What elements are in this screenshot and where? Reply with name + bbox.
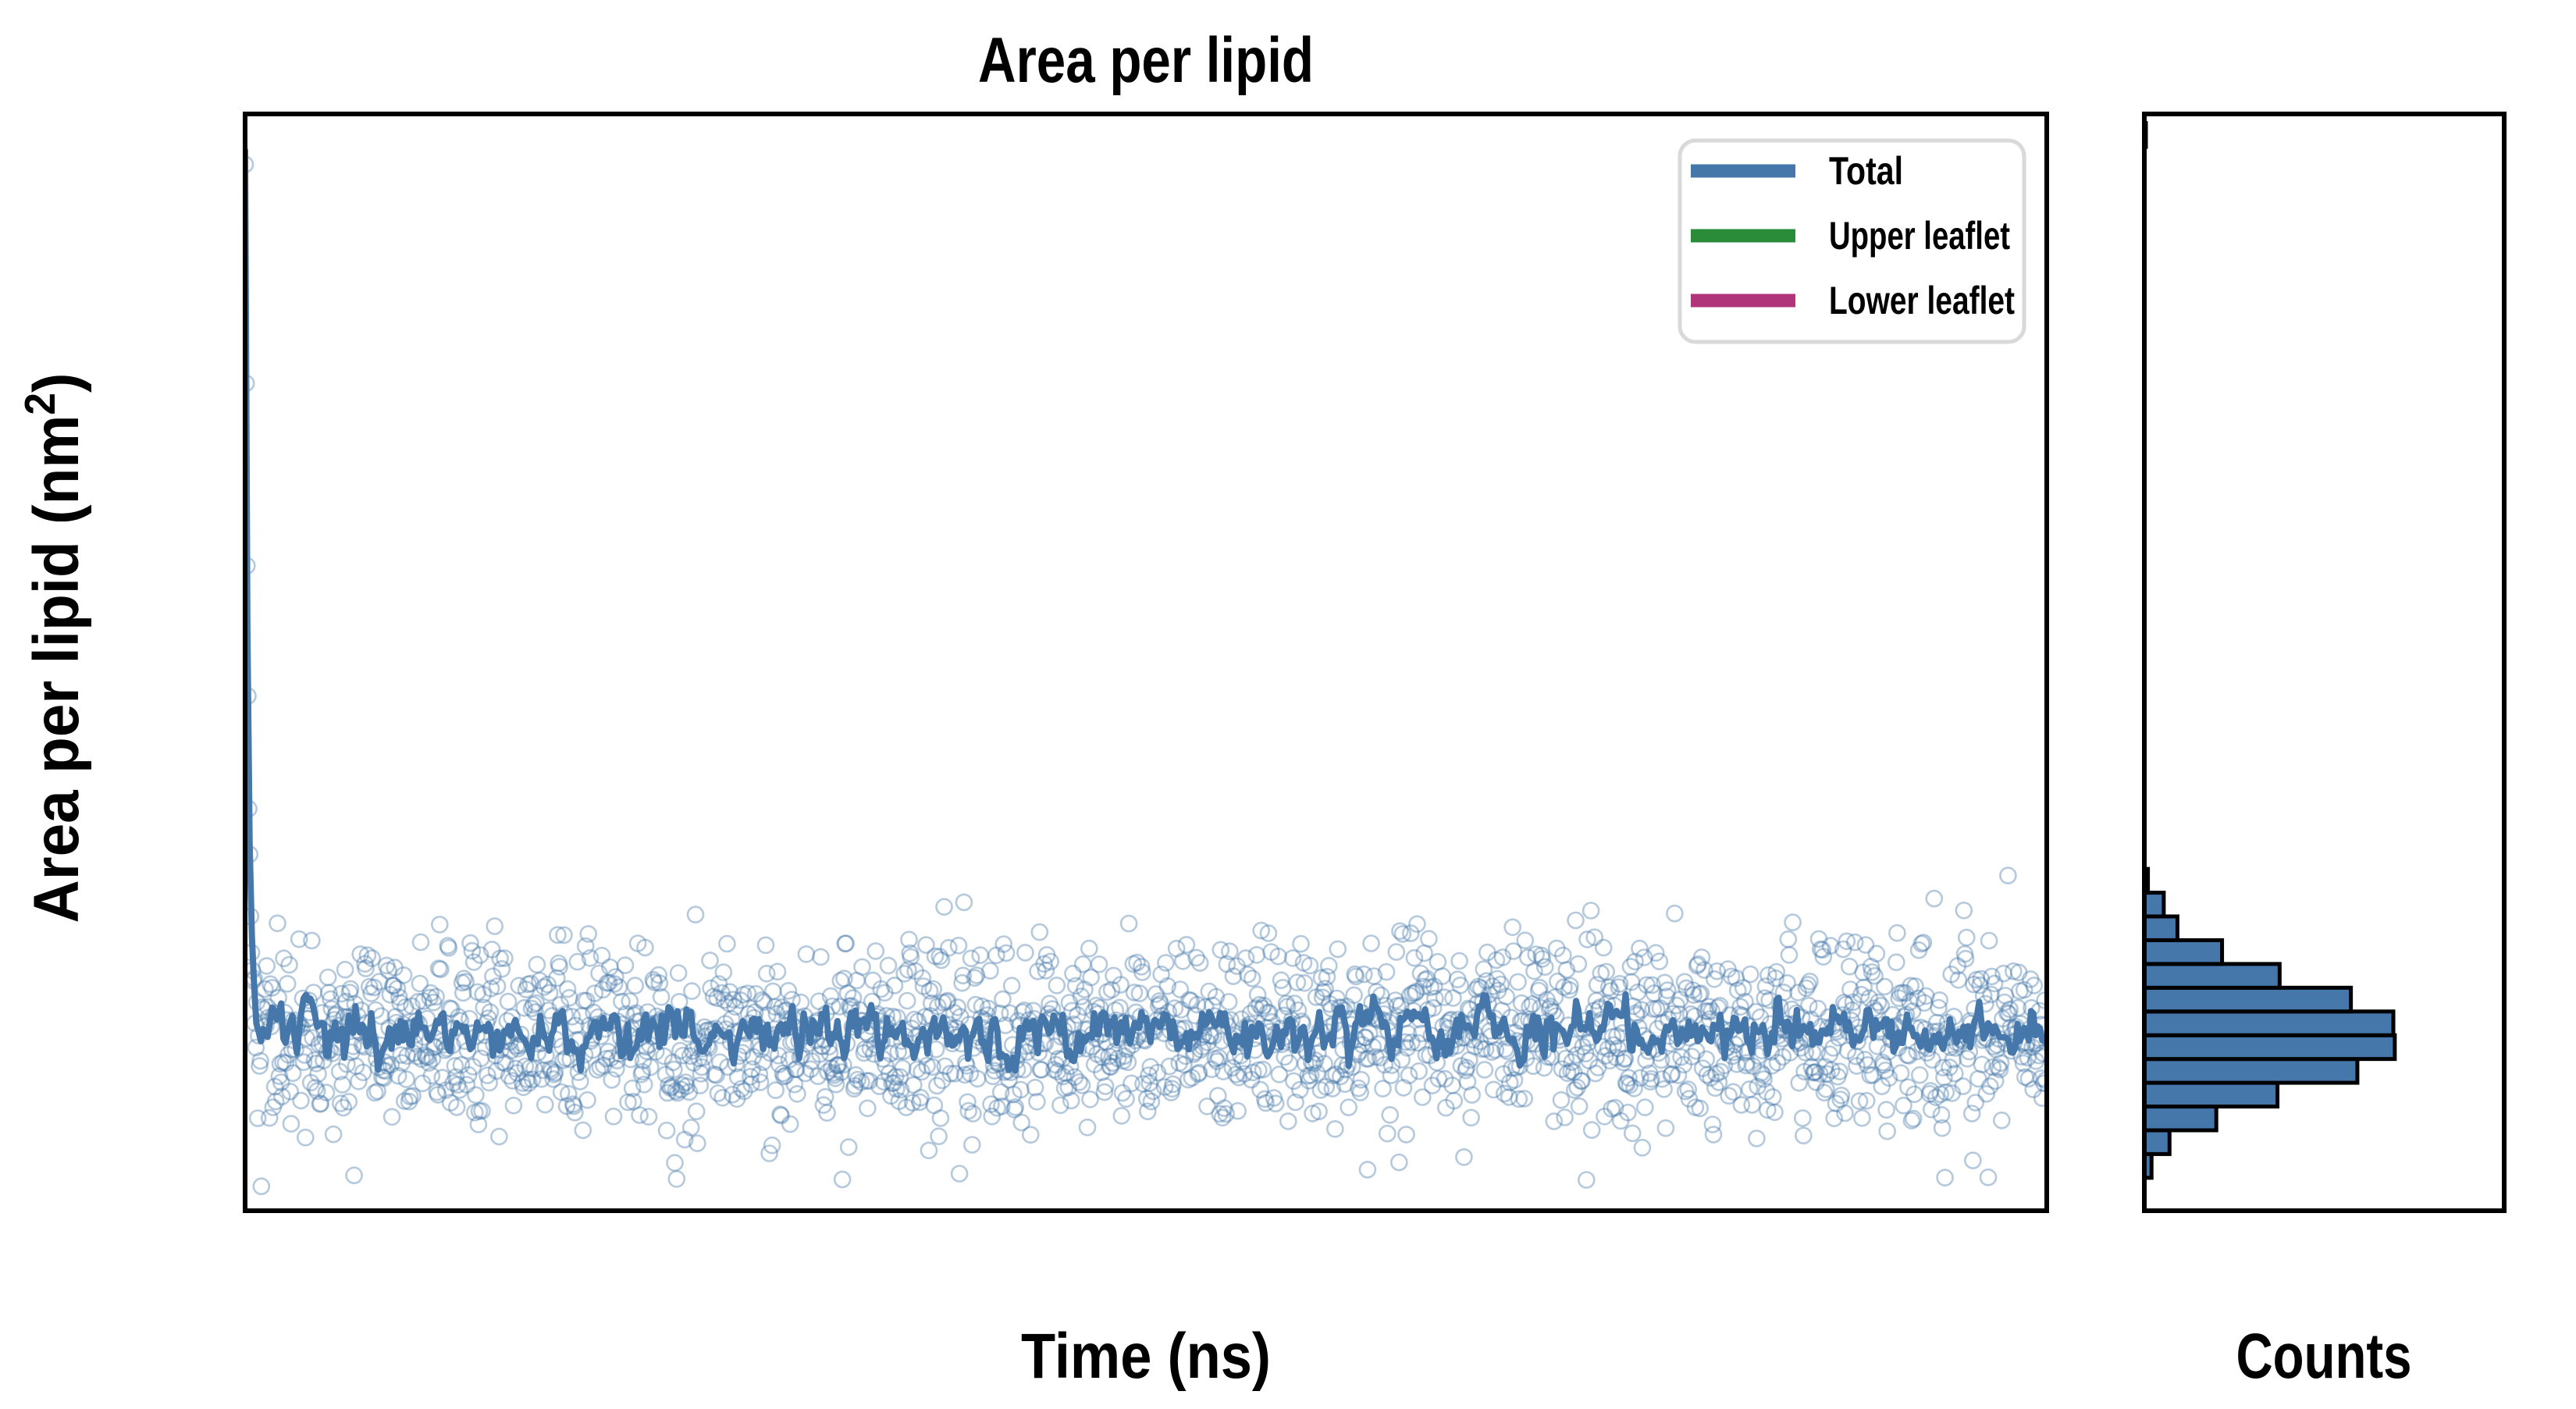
rolling-average-line [245, 147, 2047, 1074]
legend-label-total: Total [1829, 149, 1903, 193]
legend-label-upper-leaflet: Upper leaflet [1829, 214, 2010, 258]
legend-box [1678, 138, 2026, 344]
histogram-bars [2144, 121, 2397, 1180]
legend-label-lower-leaflet: Lower leaflet [1829, 279, 2015, 322]
hist-x-axis-label: Counts [2236, 1321, 2412, 1392]
x-axis-label: Time (ns) [1021, 1321, 1271, 1392]
main-axes-spines [243, 112, 2049, 1213]
hist-axes-spines [2142, 112, 2507, 1213]
y-axis-label: Area per lipid (nm2) [16, 373, 92, 923]
legend: Total Upper leaflet Lower leaflet [1678, 138, 2026, 344]
chart-title: Area per lipid [978, 25, 1314, 96]
